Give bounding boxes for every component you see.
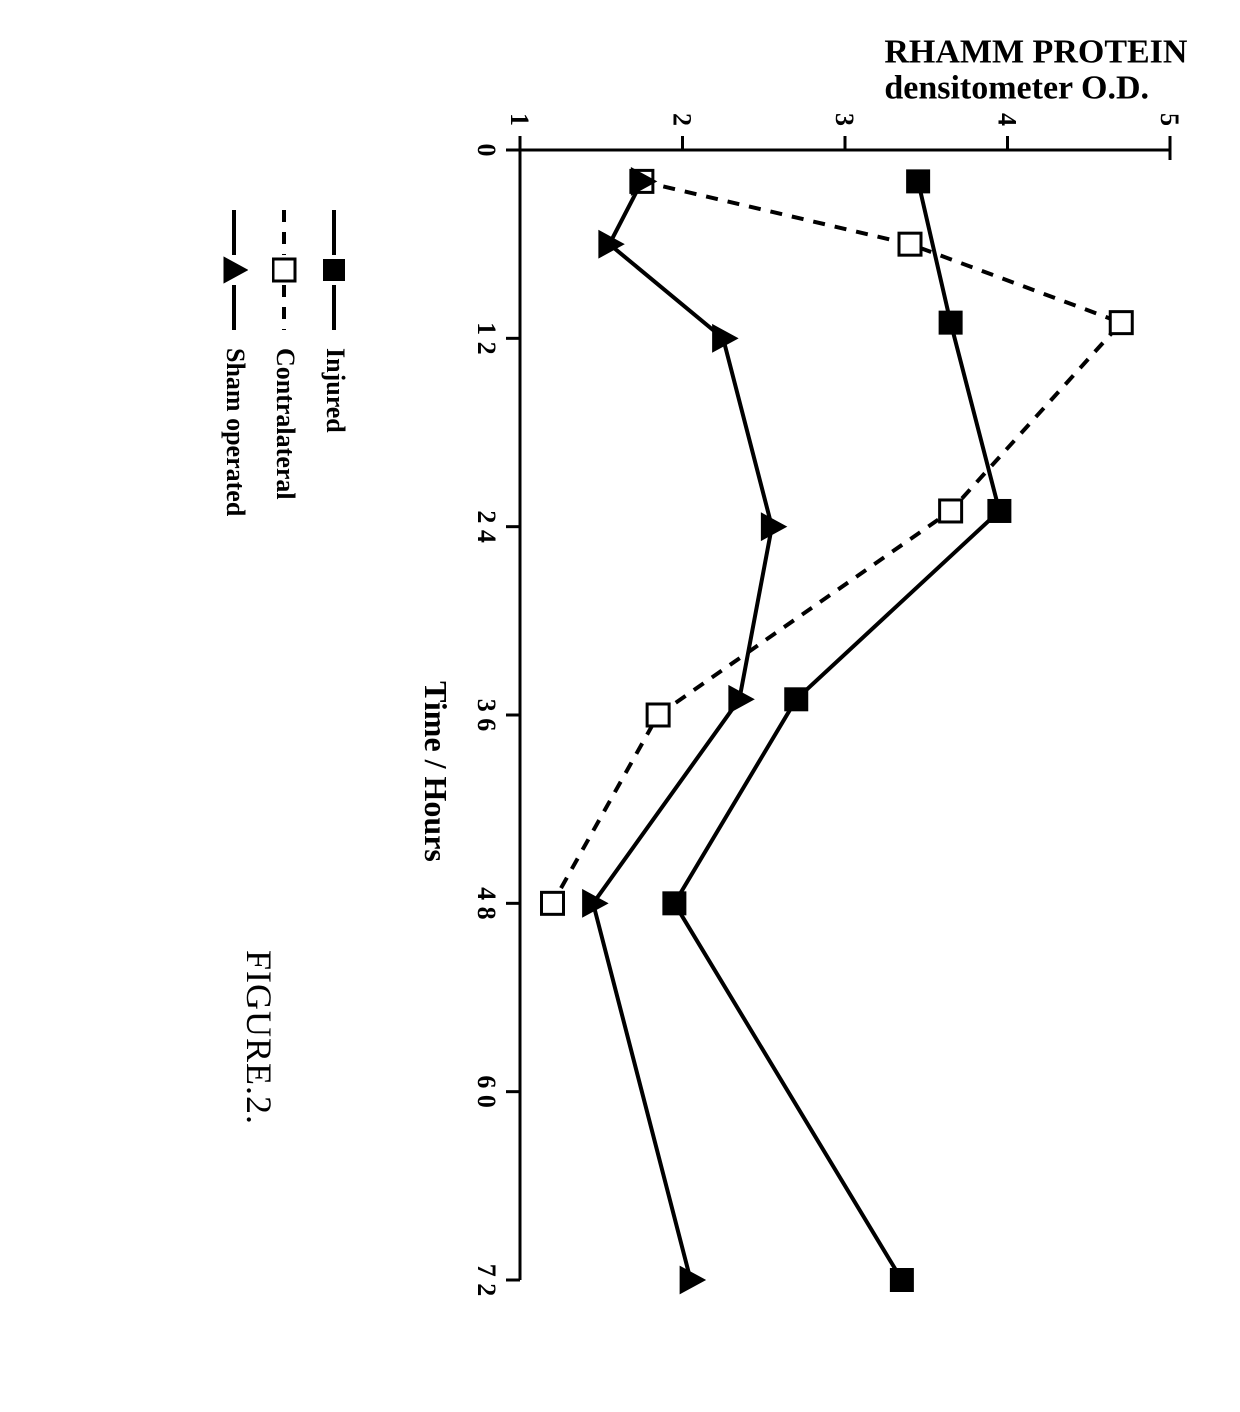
marker-square-filled-icon xyxy=(663,892,685,914)
legend-swatch xyxy=(222,210,248,330)
y-tick-label: 5 xyxy=(1155,113,1184,126)
marker-square-open-icon xyxy=(542,892,564,914)
marker-square-filled-icon xyxy=(785,688,807,710)
series-line xyxy=(593,181,772,1280)
legend-swatch xyxy=(322,210,348,330)
series-line xyxy=(553,181,1122,903)
marker-square-filled-icon xyxy=(891,1269,913,1291)
series-contralateral xyxy=(542,170,1133,914)
x-axis-title: Time / Hours xyxy=(418,681,454,862)
legend-swatch xyxy=(272,210,298,330)
y-tick-label: 3 xyxy=(830,113,859,126)
x-tick-label: 4 8 xyxy=(472,887,501,920)
x-tick-label: 6 0 xyxy=(472,1075,501,1108)
series-sham xyxy=(583,168,787,1294)
line-chart: 1 2 3 4 5 0 1 2 2 4 3 6 4 8 6 0 7 2 Time / Hours xyxy=(380,0,1240,1412)
marker-square-filled-icon xyxy=(988,500,1010,522)
x-tick-label: 7 2 xyxy=(472,1264,501,1297)
legend-label: Sham operated xyxy=(220,348,250,516)
y-tick-label: 4 xyxy=(993,113,1022,126)
x-tick-label: 2 4 xyxy=(472,510,501,543)
legend-row: Sham operated xyxy=(220,210,250,516)
marker-triangle-filled-icon xyxy=(680,1266,705,1293)
legend-row: Contralateral xyxy=(270,210,300,516)
x-tick-label: 1 2 xyxy=(472,322,501,355)
figure-caption: FIGURE.2. xyxy=(238,950,280,1125)
y-tick-label: 2 xyxy=(668,113,697,126)
marker-square-open-icon xyxy=(647,704,669,726)
y-tick-label: 1 xyxy=(505,113,534,126)
marker-square-open-icon xyxy=(940,500,962,522)
x-tick-label: 3 6 xyxy=(472,699,501,732)
legend-row: Injured xyxy=(320,210,350,516)
marker-triangle-filled-icon xyxy=(761,513,786,540)
legend-label: Injured xyxy=(320,348,350,433)
x-tick-label: 0 xyxy=(472,144,501,157)
legend-label: Contralateral xyxy=(270,348,300,500)
marker-square-open-icon xyxy=(899,233,921,255)
marker-square-filled-icon xyxy=(907,170,929,192)
marker-square-filled-icon xyxy=(940,312,962,334)
legend: Injured Contralateral Sham operated xyxy=(200,210,350,516)
marker-square-open-icon xyxy=(1110,312,1132,334)
